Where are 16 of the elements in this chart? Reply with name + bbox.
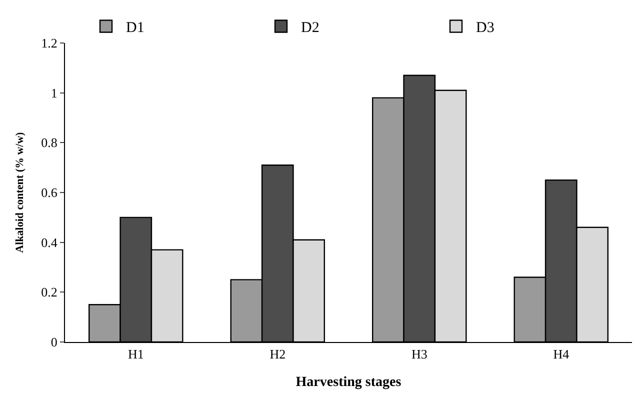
y-tick-label: 0.4 [41,234,58,250]
legend-label: D3 [476,20,494,36]
x-tick-label: H1 [128,346,144,362]
y-tick-label: 0 [50,334,58,350]
y-axis-title: Alkaloid content (% w/w) [14,132,26,253]
x-axis-title: Harvesting stages [296,374,402,390]
y-tick-label: 0.2 [41,284,58,300]
y-tick-label: 1 [50,85,58,100]
legend-label: D1 [126,20,144,36]
y-tick-label: 0.8 [41,135,58,150]
y-tick-label: 1.2 [41,36,58,51]
x-tick-label: H4 [553,346,570,362]
x-tick-label: H3 [411,346,428,362]
legend-label: D2 [301,20,320,36]
y-tick-label: 0.6 [41,185,58,200]
x-tick-label: H2 [270,346,286,362]
